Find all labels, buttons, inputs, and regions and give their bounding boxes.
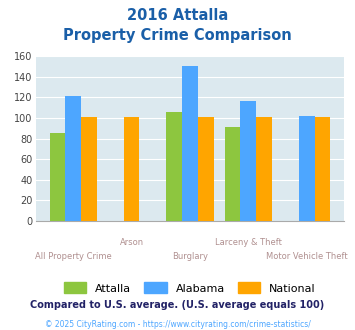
Text: Larceny & Theft: Larceny & Theft: [215, 238, 282, 247]
Bar: [299, 116, 315, 221]
Bar: [315, 117, 330, 221]
Text: Burglary: Burglary: [172, 252, 208, 261]
Bar: [256, 117, 272, 221]
Bar: [81, 117, 97, 221]
Text: All Property Crime: All Property Crime: [35, 252, 111, 261]
Bar: [124, 117, 140, 221]
Text: Compared to U.S. average. (U.S. average equals 100): Compared to U.S. average. (U.S. average …: [31, 300, 324, 310]
Text: Motor Vehicle Theft: Motor Vehicle Theft: [266, 252, 348, 261]
Text: Property Crime Comparison: Property Crime Comparison: [63, 28, 292, 43]
Text: © 2025 CityRating.com - https://www.cityrating.com/crime-statistics/: © 2025 CityRating.com - https://www.city…: [45, 320, 310, 329]
Legend: Attalla, Alabama, National: Attalla, Alabama, National: [60, 278, 320, 298]
Bar: [198, 117, 214, 221]
Bar: [65, 96, 81, 221]
Bar: [240, 102, 256, 221]
Bar: [166, 112, 182, 221]
Bar: [50, 133, 65, 221]
Text: Arson: Arson: [120, 238, 144, 247]
Bar: [225, 127, 240, 221]
Text: 2016 Attalla: 2016 Attalla: [127, 8, 228, 23]
Bar: [182, 66, 198, 221]
